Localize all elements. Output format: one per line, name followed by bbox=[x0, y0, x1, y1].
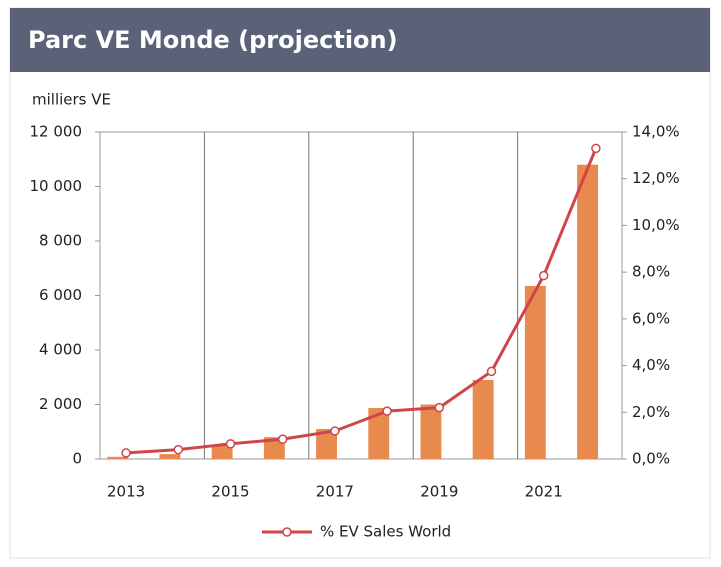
line-marker bbox=[173, 444, 184, 455]
y2-tick-label: 8,0% bbox=[632, 263, 670, 281]
y2-tick-label: 10,0% bbox=[632, 216, 680, 234]
y2-tick-label: 12,0% bbox=[632, 169, 680, 187]
y-tick-label: 8 000 bbox=[39, 232, 82, 250]
bar bbox=[211, 445, 233, 459]
line-marker bbox=[538, 270, 549, 281]
legend-marker bbox=[282, 527, 292, 537]
line-marker bbox=[225, 439, 236, 449]
frame bbox=[9, 7, 711, 559]
y2-tick-label: 14,0% bbox=[632, 123, 680, 141]
bar bbox=[159, 454, 181, 459]
chart-title: Parc VE Monde (projection) bbox=[28, 26, 398, 54]
legend-label: % EV Sales World bbox=[320, 523, 451, 541]
y2-tick-label: 2,0% bbox=[632, 403, 670, 421]
y-tick-label: 10 000 bbox=[30, 177, 83, 195]
x-tick-label: 2021 bbox=[525, 483, 563, 501]
bar bbox=[107, 456, 129, 459]
y-tick-label: 0 bbox=[72, 450, 82, 468]
y-axis-label: milliers VE bbox=[32, 91, 111, 109]
line-marker bbox=[434, 402, 445, 413]
y-tick-label: 4 000 bbox=[39, 341, 82, 359]
x-tick-label: 2015 bbox=[211, 483, 249, 501]
bar bbox=[420, 404, 442, 459]
x-tick-label: 2013 bbox=[107, 483, 145, 501]
line-marker bbox=[277, 434, 288, 444]
bar bbox=[524, 285, 546, 459]
x-tick-label: 2019 bbox=[420, 483, 458, 501]
header-bar bbox=[10, 8, 710, 72]
line-marker bbox=[330, 426, 340, 436]
bar bbox=[577, 164, 598, 459]
bar bbox=[472, 379, 494, 459]
y-tick-label: 6 000 bbox=[39, 286, 82, 304]
line-marker bbox=[486, 366, 497, 377]
bar bbox=[368, 408, 390, 459]
line-marker bbox=[382, 406, 392, 416]
y2-tick-label: 0,0% bbox=[632, 450, 670, 468]
x-tick-label: 2017 bbox=[316, 483, 354, 501]
y2-tick-label: 4,0% bbox=[632, 356, 670, 374]
y-tick-label: 2 000 bbox=[39, 395, 82, 413]
line bbox=[126, 147, 598, 455]
bar bbox=[316, 429, 337, 459]
y2-tick-label: 6,0% bbox=[632, 309, 670, 327]
line-marker bbox=[591, 143, 601, 154]
line-marker bbox=[121, 448, 131, 458]
y-tick-label: 12 000 bbox=[30, 123, 83, 141]
